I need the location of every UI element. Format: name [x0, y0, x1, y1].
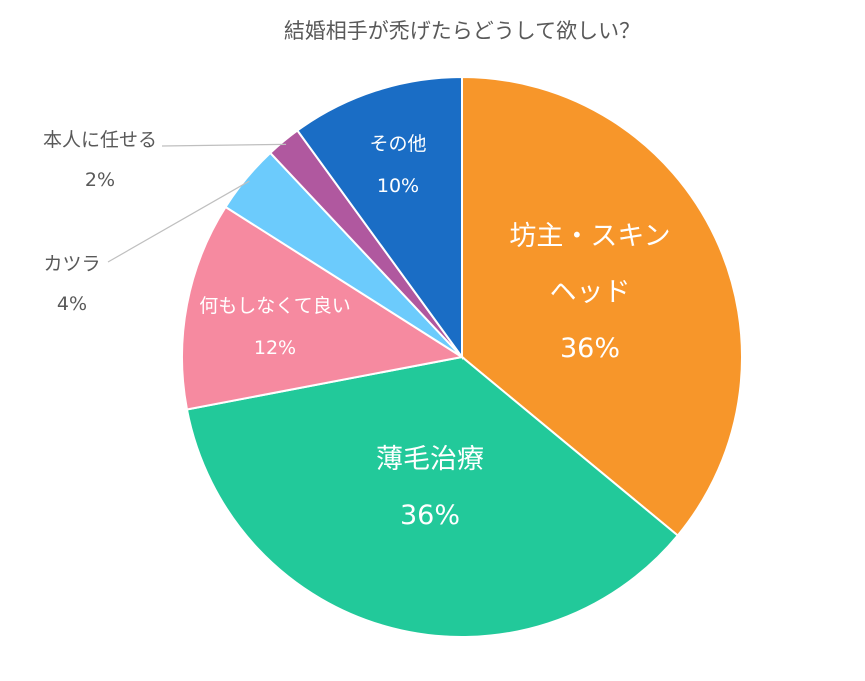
- slice-name-label-5: その他: [369, 133, 426, 155]
- pie-slice-1: [185, 355, 680, 638]
- leader-line-4: [161, 143, 287, 147]
- slice-name-label-4: 本人に任せる: [43, 129, 157, 151]
- leader-line-3: [107, 180, 250, 263]
- slice-name-label-0: ヘッド: [550, 277, 631, 308]
- slice-value-label-0: 36%: [560, 333, 620, 364]
- slice-value-label-4: 2%: [85, 169, 115, 191]
- slice-name-label-1: 薄毛治療: [376, 444, 484, 475]
- slice-value-label-5: 10%: [377, 175, 419, 197]
- slice-name-label-2: 何もしなくて良い: [199, 295, 350, 317]
- slice-value-label-3: 4%: [57, 293, 87, 315]
- slice-name-label-3: カツラ: [43, 253, 100, 275]
- pie-slice-5: [296, 75, 463, 361]
- slice-value-label-1: 36%: [400, 500, 460, 531]
- slice-value-label-2: 12%: [254, 337, 296, 359]
- slice-name-label-0: 坊主・スキン: [509, 221, 670, 252]
- pie-slice-2: [181, 205, 465, 411]
- pie-slice-0: [461, 75, 743, 537]
- chart-title: 結婚相手が禿げたらどうして欲しい？: [284, 19, 640, 43]
